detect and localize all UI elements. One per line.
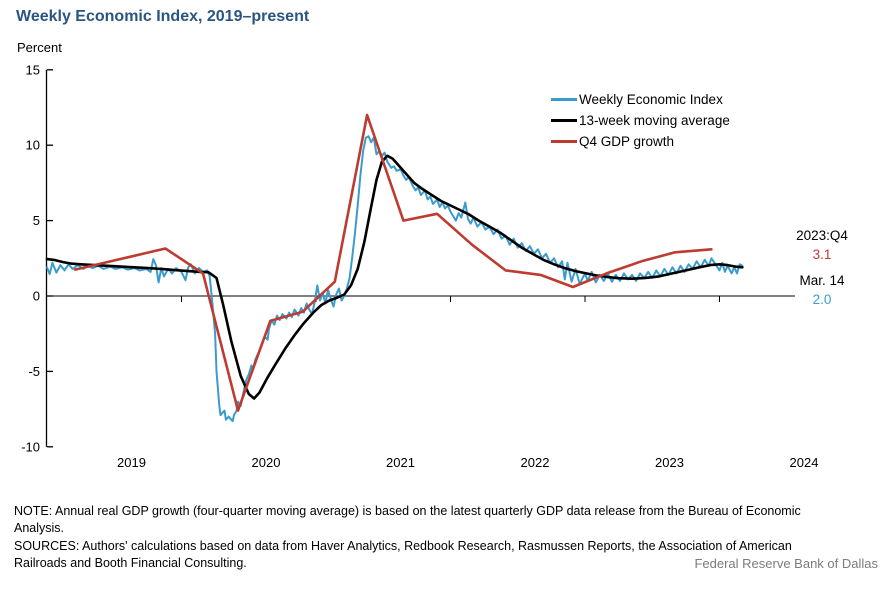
branding-text: Federal Reserve Bank of Dallas	[694, 556, 878, 571]
legend-label: 13-week moving average	[579, 113, 730, 128]
gdp-endpoint-annotation: 2023:Q4 3.1	[772, 226, 872, 264]
y-tick-label: 0	[33, 289, 40, 304]
legend-item-wei: Weekly Economic Index	[551, 89, 730, 110]
legend-item-gdp-growth: Q4 GDP growth	[551, 131, 730, 152]
page-title: Weekly Economic Index, 2019–present	[16, 8, 310, 25]
x-tick-label: 2024	[790, 455, 819, 470]
sources-text: SOURCES: Authors' calculations based on …	[14, 538, 792, 570]
wei-endpoint-annotation: Mar. 14 2.0	[772, 271, 872, 309]
chart-legend: Weekly Economic Index 13-week moving ave…	[551, 89, 730, 152]
gdp-endpoint-label: 2023:Q4	[796, 228, 848, 243]
series-line-moving-average	[45, 154, 744, 400]
endpoint-annotations: 2023:Q4 3.1 Mar. 14 2.0	[772, 226, 872, 316]
legend-label: Q4 GDP growth	[579, 134, 675, 149]
gdp-endpoint-value: 3.1	[812, 247, 832, 262]
legend-item-moving-average: 13-week moving average	[551, 110, 730, 131]
note-text: NOTE: Annual real GDP growth (four-quart…	[14, 504, 801, 536]
gdp-growth-line-swatch	[551, 140, 577, 143]
x-tick-label: 2020	[252, 455, 281, 470]
wei-line-swatch	[551, 98, 577, 101]
series-line-gdp-growth	[73, 113, 713, 412]
y-tick-label: 5	[33, 213, 40, 228]
moving-average-line-swatch	[551, 119, 577, 122]
y-tick-label: 15	[26, 62, 40, 77]
y-tick-label: -10	[21, 439, 40, 454]
legend-label: Weekly Economic Index	[579, 92, 723, 107]
y-axis-unit-label: Percent	[17, 40, 62, 55]
wei-endpoint-value: 2.0	[812, 292, 832, 307]
footnotes: NOTE: Annual real GDP growth (four-quart…	[14, 503, 846, 572]
y-tick-label: 10	[26, 138, 40, 153]
x-tick-label: 2022	[521, 455, 550, 470]
x-tick-label: 2019	[117, 455, 146, 470]
x-tick-label: 2023	[655, 455, 684, 470]
wei-endpoint-label: Mar. 14	[799, 273, 845, 288]
x-tick-label: 2021	[386, 455, 415, 470]
y-tick-label: -5	[28, 364, 40, 379]
